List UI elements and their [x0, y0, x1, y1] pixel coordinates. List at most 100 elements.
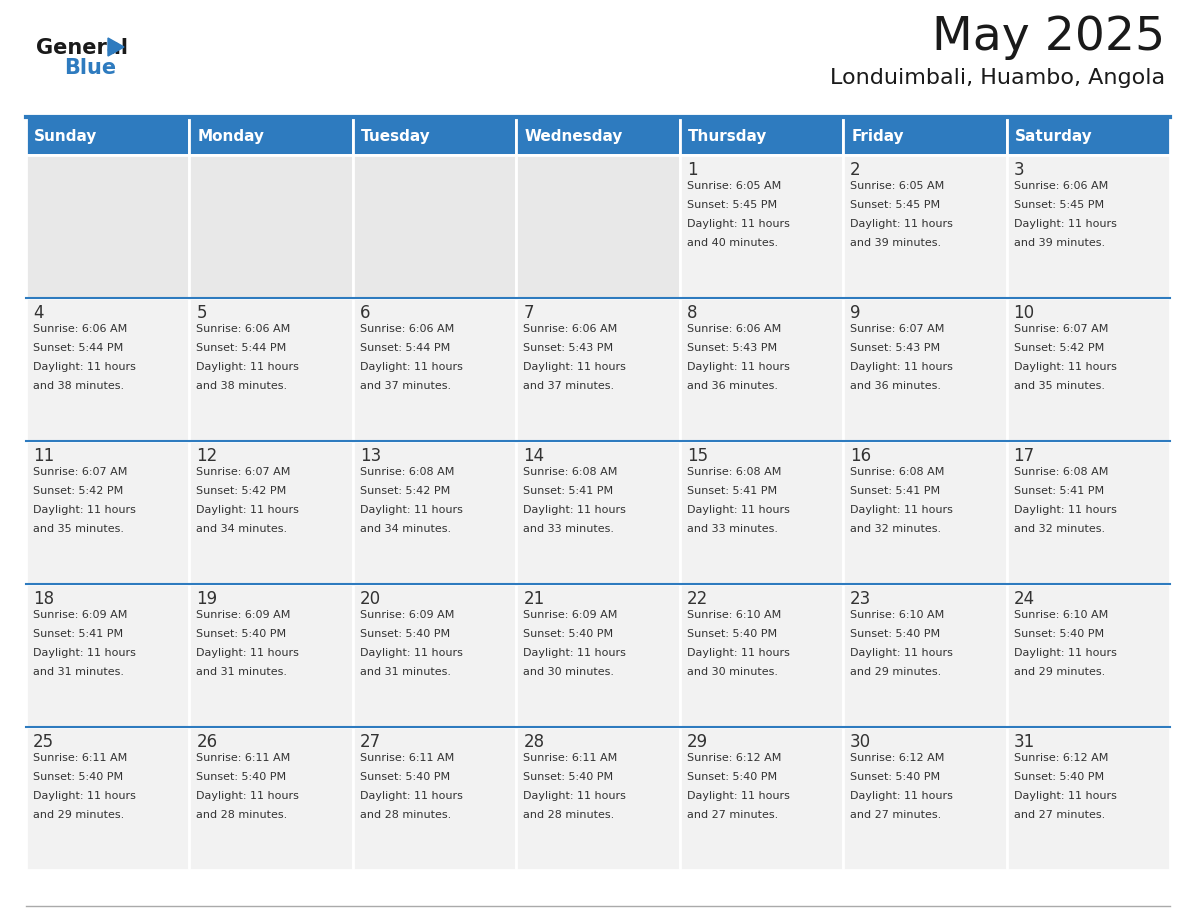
Text: Blue: Blue: [64, 58, 116, 78]
Text: Sunrise: 6:09 AM: Sunrise: 6:09 AM: [360, 610, 454, 620]
Text: 12: 12: [196, 447, 217, 465]
Text: Sunrise: 6:12 AM: Sunrise: 6:12 AM: [1013, 753, 1108, 763]
Text: and 30 minutes.: and 30 minutes.: [687, 667, 778, 677]
Text: 25: 25: [33, 733, 55, 751]
Text: Sunset: 5:43 PM: Sunset: 5:43 PM: [851, 343, 940, 353]
Text: and 27 minutes.: and 27 minutes.: [851, 810, 941, 820]
Text: 23: 23: [851, 590, 871, 608]
Text: Sunset: 5:40 PM: Sunset: 5:40 PM: [1013, 772, 1104, 782]
Text: and 28 minutes.: and 28 minutes.: [196, 810, 287, 820]
Text: 6: 6: [360, 304, 371, 322]
Text: 15: 15: [687, 447, 708, 465]
Text: Sunset: 5:45 PM: Sunset: 5:45 PM: [687, 200, 777, 210]
Bar: [26, 441, 189, 584]
Text: Sunset: 5:43 PM: Sunset: 5:43 PM: [523, 343, 613, 353]
Text: Daylight: 11 hours: Daylight: 11 hours: [523, 505, 626, 515]
Text: 27: 27: [360, 733, 381, 751]
Text: and 29 minutes.: and 29 minutes.: [1013, 667, 1105, 677]
Bar: [353, 155, 517, 298]
Text: 7: 7: [523, 304, 533, 322]
Text: Sunrise: 6:11 AM: Sunrise: 6:11 AM: [360, 753, 454, 763]
Text: Sunset: 5:45 PM: Sunset: 5:45 PM: [1013, 200, 1104, 210]
Text: 29: 29: [687, 733, 708, 751]
Text: Saturday: Saturday: [1015, 129, 1092, 143]
Bar: [26, 584, 189, 727]
Bar: [517, 727, 680, 870]
Text: May 2025: May 2025: [931, 15, 1165, 60]
Text: Sunset: 5:40 PM: Sunset: 5:40 PM: [523, 629, 613, 639]
Text: Daylight: 11 hours: Daylight: 11 hours: [196, 505, 299, 515]
Text: Sunrise: 6:06 AM: Sunrise: 6:06 AM: [196, 324, 291, 334]
Text: Sunrise: 6:11 AM: Sunrise: 6:11 AM: [523, 753, 618, 763]
Text: Daylight: 11 hours: Daylight: 11 hours: [687, 219, 790, 229]
Text: and 35 minutes.: and 35 minutes.: [33, 524, 124, 534]
Text: Sunrise: 6:07 AM: Sunrise: 6:07 AM: [851, 324, 944, 334]
Text: 4: 4: [33, 304, 44, 322]
Bar: [843, 441, 1006, 584]
Text: Daylight: 11 hours: Daylight: 11 hours: [687, 362, 790, 372]
Text: and 32 minutes.: and 32 minutes.: [1013, 524, 1105, 534]
Text: Sunset: 5:44 PM: Sunset: 5:44 PM: [360, 343, 450, 353]
Text: and 31 minutes.: and 31 minutes.: [360, 667, 451, 677]
Text: Sunrise: 6:05 AM: Sunrise: 6:05 AM: [687, 181, 781, 191]
Text: and 35 minutes.: and 35 minutes.: [1013, 381, 1105, 391]
Text: 26: 26: [196, 733, 217, 751]
Text: Monday: Monday: [197, 129, 265, 143]
Bar: [189, 117, 353, 155]
Text: and 29 minutes.: and 29 minutes.: [851, 667, 941, 677]
Text: Sunrise: 6:06 AM: Sunrise: 6:06 AM: [360, 324, 454, 334]
Text: and 33 minutes.: and 33 minutes.: [523, 524, 614, 534]
Bar: [189, 298, 353, 441]
Bar: [843, 117, 1006, 155]
Text: General: General: [36, 38, 128, 58]
Bar: [680, 441, 843, 584]
Text: Wednesday: Wednesday: [524, 129, 623, 143]
Text: Sunrise: 6:07 AM: Sunrise: 6:07 AM: [196, 467, 291, 477]
Bar: [353, 298, 517, 441]
Text: Daylight: 11 hours: Daylight: 11 hours: [360, 505, 463, 515]
Text: 24: 24: [1013, 590, 1035, 608]
Text: Daylight: 11 hours: Daylight: 11 hours: [523, 791, 626, 801]
Text: Sunset: 5:41 PM: Sunset: 5:41 PM: [851, 486, 940, 496]
Bar: [189, 155, 353, 298]
Text: Sunset: 5:45 PM: Sunset: 5:45 PM: [851, 200, 940, 210]
Text: Sunrise: 6:06 AM: Sunrise: 6:06 AM: [687, 324, 781, 334]
Text: Sunset: 5:40 PM: Sunset: 5:40 PM: [851, 772, 940, 782]
Text: Daylight: 11 hours: Daylight: 11 hours: [523, 362, 626, 372]
Text: Daylight: 11 hours: Daylight: 11 hours: [196, 362, 299, 372]
Text: Sunset: 5:42 PM: Sunset: 5:42 PM: [360, 486, 450, 496]
Text: 16: 16: [851, 447, 871, 465]
Text: Daylight: 11 hours: Daylight: 11 hours: [687, 648, 790, 658]
Text: 17: 17: [1013, 447, 1035, 465]
Text: Sunset: 5:40 PM: Sunset: 5:40 PM: [523, 772, 613, 782]
Text: Sunrise: 6:07 AM: Sunrise: 6:07 AM: [1013, 324, 1108, 334]
Text: Sunset: 5:40 PM: Sunset: 5:40 PM: [196, 629, 286, 639]
Text: and 31 minutes.: and 31 minutes.: [33, 667, 124, 677]
Text: Sunrise: 6:11 AM: Sunrise: 6:11 AM: [196, 753, 291, 763]
Text: Daylight: 11 hours: Daylight: 11 hours: [33, 362, 135, 372]
Text: Sunrise: 6:09 AM: Sunrise: 6:09 AM: [33, 610, 127, 620]
Text: Sunset: 5:41 PM: Sunset: 5:41 PM: [33, 629, 124, 639]
Text: Sunrise: 6:06 AM: Sunrise: 6:06 AM: [1013, 181, 1108, 191]
Text: Sunrise: 6:07 AM: Sunrise: 6:07 AM: [33, 467, 127, 477]
Text: Sunset: 5:40 PM: Sunset: 5:40 PM: [851, 629, 940, 639]
Text: 2: 2: [851, 161, 861, 179]
Polygon shape: [108, 38, 124, 56]
Text: Daylight: 11 hours: Daylight: 11 hours: [360, 362, 463, 372]
Bar: [189, 441, 353, 584]
Text: and 38 minutes.: and 38 minutes.: [33, 381, 124, 391]
Text: Daylight: 11 hours: Daylight: 11 hours: [360, 791, 463, 801]
Text: Sunset: 5:40 PM: Sunset: 5:40 PM: [687, 629, 777, 639]
Text: Sunrise: 6:11 AM: Sunrise: 6:11 AM: [33, 753, 127, 763]
Text: and 32 minutes.: and 32 minutes.: [851, 524, 941, 534]
Text: Sunset: 5:41 PM: Sunset: 5:41 PM: [687, 486, 777, 496]
Text: Daylight: 11 hours: Daylight: 11 hours: [1013, 791, 1117, 801]
Text: Friday: Friday: [851, 129, 904, 143]
Text: Daylight: 11 hours: Daylight: 11 hours: [687, 505, 790, 515]
Text: Sunset: 5:40 PM: Sunset: 5:40 PM: [360, 629, 450, 639]
Bar: [843, 298, 1006, 441]
Text: Daylight: 11 hours: Daylight: 11 hours: [851, 219, 953, 229]
Text: 11: 11: [33, 447, 55, 465]
Text: Sunday: Sunday: [34, 129, 97, 143]
Text: 22: 22: [687, 590, 708, 608]
